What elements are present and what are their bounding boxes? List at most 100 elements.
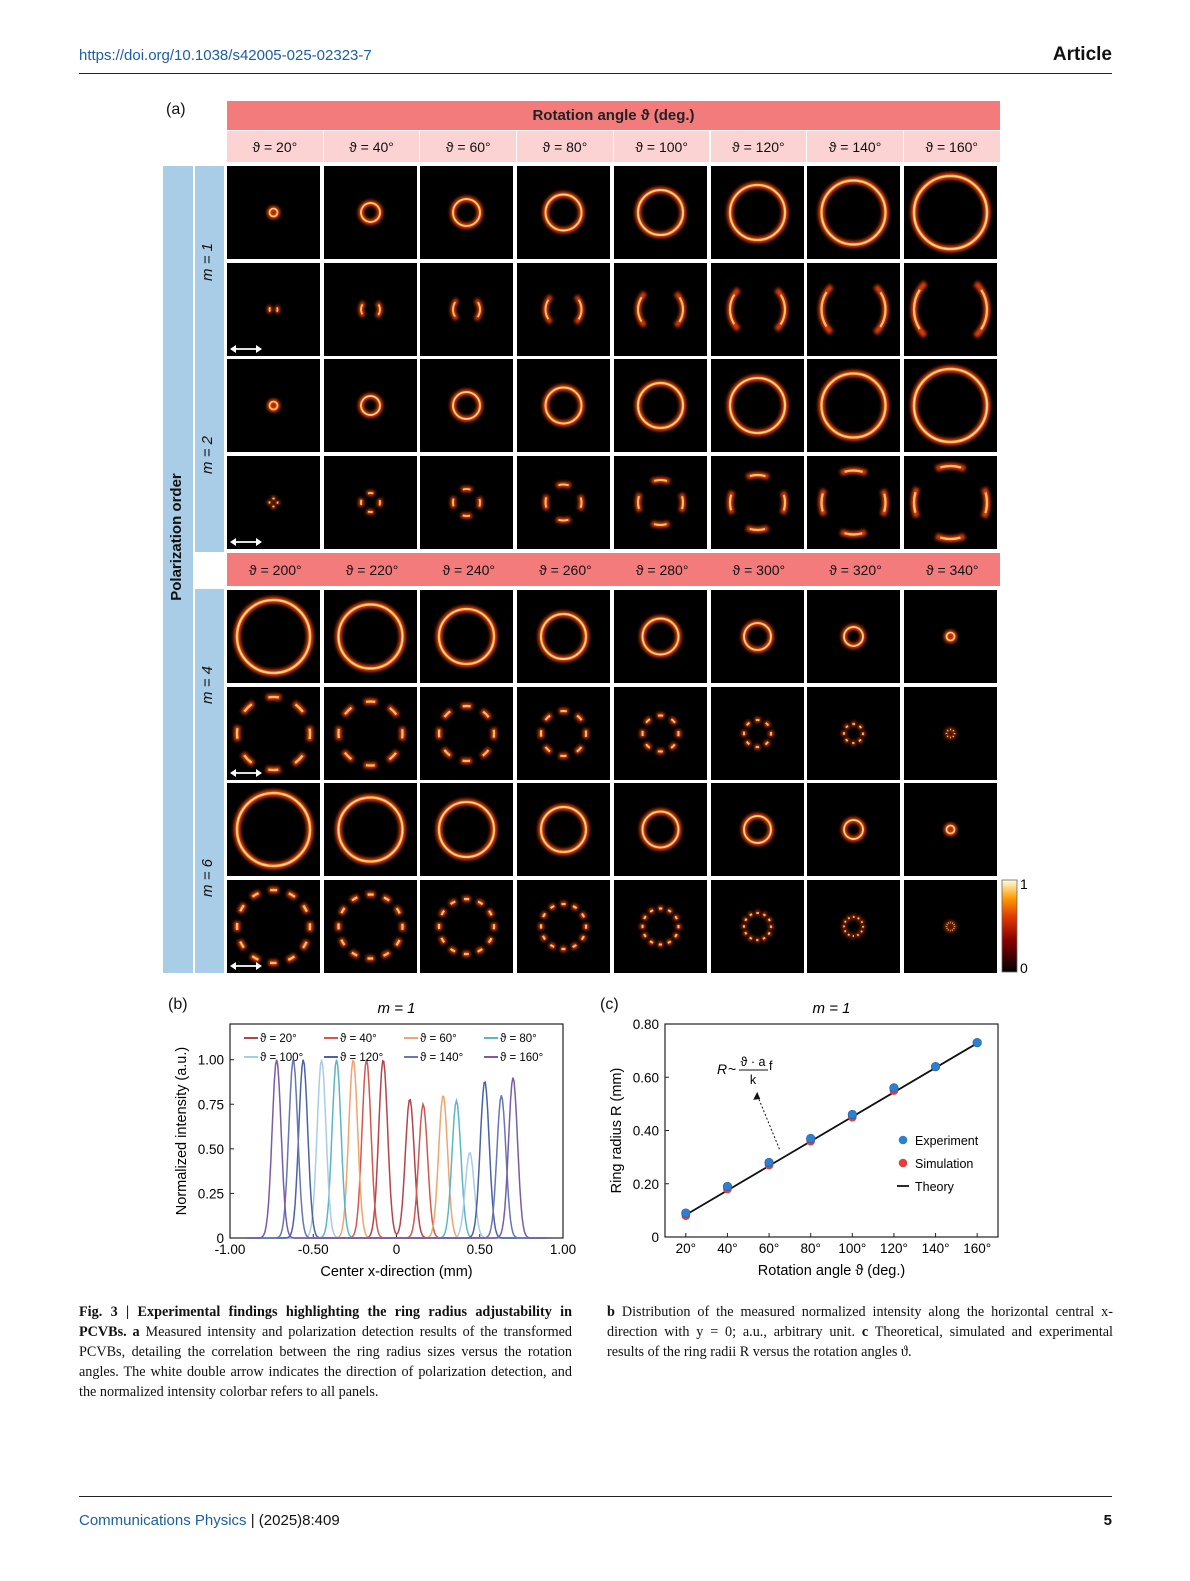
page-number: 5 bbox=[1103, 1512, 1112, 1529]
intensity-panel bbox=[903, 687, 997, 780]
intensity-panel bbox=[613, 166, 707, 259]
journal-name[interactable]: Communications Physics bbox=[79, 1512, 247, 1529]
legend-entry: Experiment bbox=[915, 1134, 979, 1148]
intensity-panel bbox=[903, 880, 997, 973]
intensity-panel bbox=[323, 783, 417, 876]
bottom-angle-label: ϑ = 260° bbox=[539, 561, 592, 578]
bottom-angle-banner bbox=[227, 553, 1000, 586]
intensity-panel bbox=[323, 456, 417, 549]
polarization-lobes bbox=[740, 910, 774, 943]
polarization-order-title: Polarization order bbox=[168, 473, 185, 601]
journal-issue: | (2025)8:409 bbox=[250, 1512, 340, 1529]
intensity-panel bbox=[420, 359, 514, 452]
formula-numerator: ϑ · a bbox=[741, 1055, 766, 1069]
bottom-angle-label: ϑ = 200° bbox=[249, 561, 302, 578]
intensity-panel bbox=[710, 166, 804, 259]
annotation-arrow bbox=[753, 1091, 780, 1150]
intensity-panel bbox=[903, 590, 997, 683]
polarization-lobes bbox=[233, 693, 314, 774]
order-label: m = 1 bbox=[199, 243, 216, 281]
intensity-panel bbox=[517, 687, 611, 780]
experiment-point bbox=[930, 1061, 941, 1072]
intensity-panel bbox=[517, 590, 611, 683]
top-angle-label: ϑ = 100° bbox=[613, 131, 711, 162]
intensity-panel bbox=[710, 880, 804, 973]
intensity-panel bbox=[710, 359, 804, 452]
x-tick-label: -0.50 bbox=[298, 1242, 329, 1257]
experiment-point bbox=[681, 1208, 691, 1218]
intensity-panel bbox=[807, 456, 901, 549]
bottom-angle-label: ϑ = 320° bbox=[829, 561, 882, 578]
intensity-panel bbox=[420, 783, 514, 876]
colorbar-gradient bbox=[1001, 879, 1018, 973]
experiment-point bbox=[972, 1038, 982, 1048]
intensity-panel bbox=[613, 359, 707, 452]
legend-entry: ϑ = 80° bbox=[500, 1033, 537, 1045]
y-tick-label: 0.20 bbox=[633, 1177, 659, 1192]
top-angle-label: ϑ = 40° bbox=[323, 131, 421, 162]
colorbar-min: 0 bbox=[1020, 960, 1028, 976]
polarization-lobes bbox=[943, 920, 957, 933]
y-tick-label: 0.50 bbox=[198, 1142, 224, 1157]
doi-link[interactable]: https://doi.org/10.1038/s42005-025-02323… bbox=[79, 47, 372, 64]
caption-part-c-text: Theoretical, simulated and experimental … bbox=[607, 1324, 1113, 1360]
series-line bbox=[246, 1059, 547, 1239]
colorbar-max: 1 bbox=[1020, 876, 1028, 892]
polarization-lobes bbox=[726, 279, 788, 340]
intensity-panel bbox=[807, 687, 901, 780]
intensity-panel bbox=[420, 166, 514, 259]
x-tick-label: 120° bbox=[880, 1241, 908, 1256]
intensity-panel bbox=[420, 880, 514, 973]
footer-rule bbox=[79, 1496, 1112, 1497]
intensity-panel bbox=[807, 166, 901, 259]
panel-c-label: (c) bbox=[600, 996, 619, 1013]
top-angle-label: ϑ = 160° bbox=[903, 131, 1001, 162]
y-tick-label: 0 bbox=[216, 1231, 224, 1246]
polarizer-direction-arrow bbox=[230, 962, 262, 970]
polarization-lobes bbox=[639, 905, 682, 948]
rotation-angle-banner: Rotation angle ϑ (deg.) bbox=[227, 101, 1000, 130]
legend-entry: Theory bbox=[915, 1180, 955, 1194]
intensity-panel bbox=[613, 590, 707, 683]
intensity-panel bbox=[807, 359, 901, 452]
legend-entry: Simulation bbox=[915, 1157, 973, 1171]
intensity-panel bbox=[227, 880, 320, 973]
formula-sim: ~ bbox=[728, 1061, 736, 1077]
y-axis-label: Ring radius R (mm) bbox=[609, 1068, 625, 1194]
intensity-profile-chart: m = 1 -1.00 -0.50 0 0.50 1.00 0 0.25 0.50 0.75 1.0… bbox=[174, 1000, 576, 1280]
y-tick-label: 0.40 bbox=[633, 1124, 659, 1139]
intensity-panel bbox=[903, 359, 997, 452]
intensity-panel bbox=[323, 359, 417, 452]
bottom-angle-label: ϑ = 340° bbox=[925, 561, 979, 578]
intensity-panel bbox=[227, 166, 320, 259]
intensity-panel bbox=[323, 166, 417, 259]
x-tick-label: 0 bbox=[393, 1242, 401, 1257]
caption-part-b-text: Distribution of the measured normalized … bbox=[607, 1304, 1113, 1340]
y-tick-label: 0.60 bbox=[633, 1070, 659, 1085]
intensity-panel bbox=[613, 687, 707, 780]
formula-lhs: R bbox=[717, 1061, 727, 1077]
chart-c-title: m = 1 bbox=[813, 1000, 851, 1017]
experiment-point bbox=[722, 1181, 733, 1192]
x-tick-label: -1.00 bbox=[215, 1242, 246, 1257]
intensity-panel bbox=[517, 263, 611, 356]
intensity-panel bbox=[903, 263, 997, 356]
series-line bbox=[246, 1059, 547, 1239]
x-tick-label: 60° bbox=[759, 1241, 779, 1256]
polarization-lobes bbox=[542, 481, 585, 524]
caption-part-b-label: b bbox=[607, 1304, 615, 1320]
legend-entry: ϑ = 20° bbox=[260, 1033, 297, 1045]
series-line bbox=[246, 1059, 547, 1239]
x-tick-label: 140° bbox=[922, 1241, 950, 1256]
polarization-lobes bbox=[436, 896, 498, 957]
polarization-lobes bbox=[358, 490, 383, 515]
intensity-panel bbox=[710, 590, 804, 683]
intensity-panel bbox=[323, 263, 417, 356]
chart-b-title: m = 1 bbox=[378, 1000, 416, 1017]
intensity-panel bbox=[807, 783, 901, 876]
polarization-lobes bbox=[358, 297, 383, 322]
series-line bbox=[246, 1059, 547, 1239]
x-tick-label: 100° bbox=[838, 1241, 866, 1256]
x-tick-label: 160° bbox=[963, 1241, 991, 1256]
intensity-panel bbox=[710, 456, 804, 549]
